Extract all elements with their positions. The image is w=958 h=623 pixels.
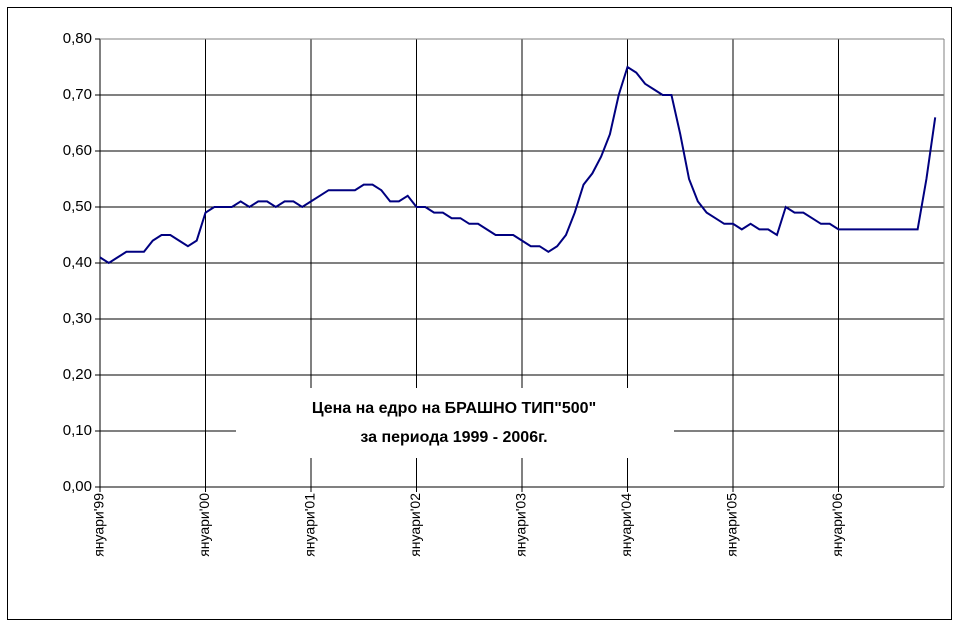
y-tick-label: 0,00 — [63, 478, 92, 495]
y-tick-label: 0,40 — [63, 254, 92, 271]
chart-subtitle: за периода 1999 - 2006г. — [360, 429, 547, 446]
chart-border — [7, 7, 952, 620]
x-tick-label: януари'01 — [302, 493, 318, 557]
y-tick-label: 0,50 — [63, 198, 92, 215]
x-tick-label: януари'03 — [513, 493, 529, 557]
x-tick-label: януари'00 — [196, 493, 212, 557]
y-tick-label: 0,30 — [63, 310, 92, 327]
y-tick-label: 0,80 — [63, 30, 92, 47]
x-tick-label: януари'02 — [407, 493, 423, 557]
y-tick-label: 0,20 — [63, 366, 92, 383]
y-tick-label: 0,10 — [63, 422, 92, 439]
chart-title: Цена на едро на БРАШНО ТИП"500" — [312, 400, 596, 417]
y-tick-label: 0,70 — [63, 86, 92, 103]
x-tick-label: януари'05 — [724, 493, 740, 557]
x-tick-label: януари'99 — [91, 493, 107, 557]
x-tick-label: януари'06 — [829, 493, 845, 557]
x-tick-label: януари'04 — [618, 493, 634, 557]
y-tick-label: 0,60 — [63, 142, 92, 159]
title-box — [236, 388, 674, 458]
data-line — [99, 65, 937, 265]
